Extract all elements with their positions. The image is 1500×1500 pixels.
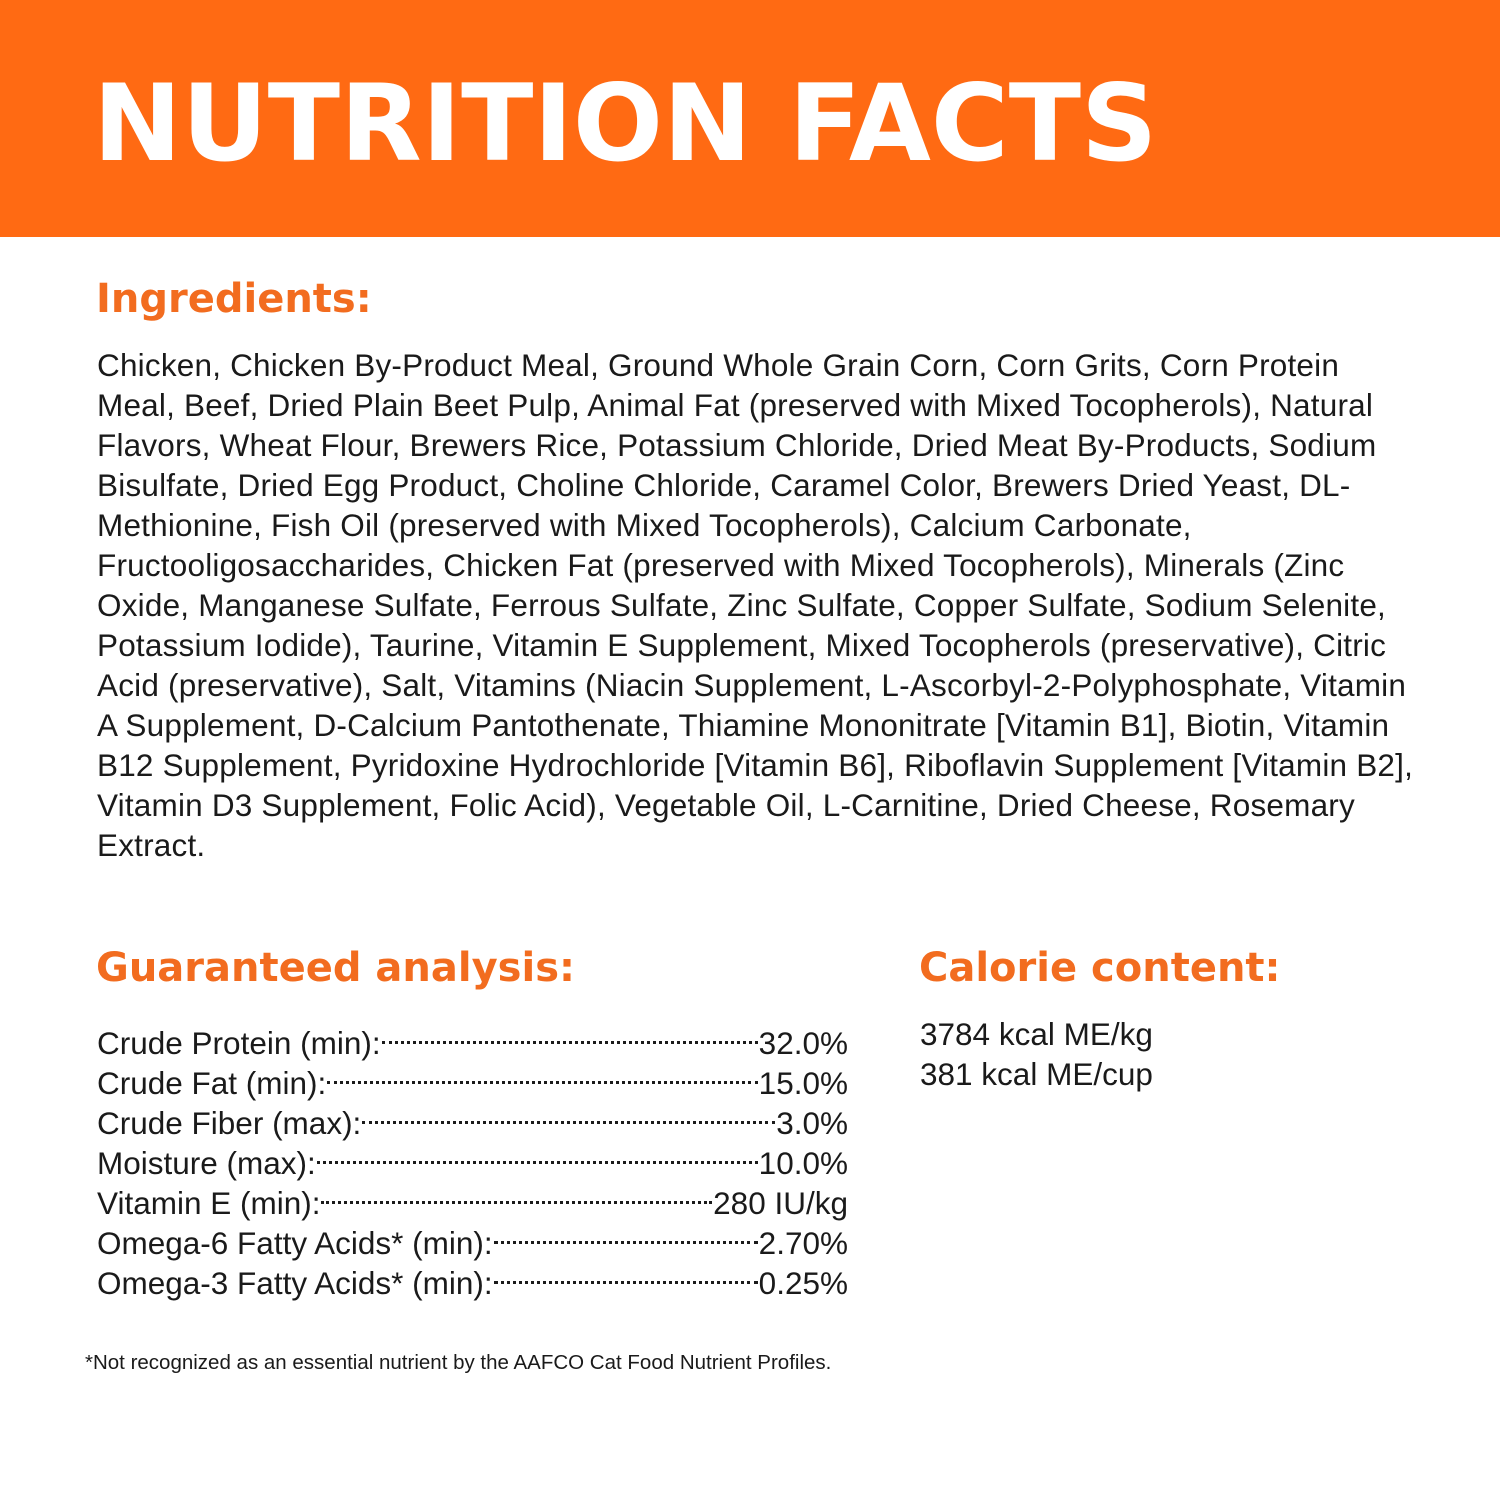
calorie-content-heading: Calorie content: <box>919 945 1281 991</box>
analysis-row-vitamin-e: Vitamin E (min): 280 IU/kg <box>97 1174 848 1221</box>
analysis-label: Crude Fat (min): <box>97 1065 327 1101</box>
analysis-row-omega-3: Omega-3 Fatty Acids* (min): 0.25% <box>97 1254 848 1301</box>
dot-leader <box>362 1094 776 1134</box>
analysis-row-crude-protein: Crude Protein (min): 32.0% <box>97 1014 848 1061</box>
dot-leader <box>316 1134 758 1174</box>
analysis-value: 280 IU/kg <box>713 1185 848 1221</box>
calorie-line-per-kg: 3784 kcal ME/kg <box>920 1016 1153 1052</box>
guaranteed-analysis-list: Crude Protein (min): 32.0% Crude Fat (mi… <box>97 1014 848 1301</box>
analysis-label: Crude Fiber (max): <box>97 1105 362 1141</box>
footnote: *Not recognized as an essential nutrient… <box>85 1351 832 1374</box>
analysis-value: 32.0% <box>758 1025 848 1061</box>
analysis-label: Omega-3 Fatty Acids* (min): <box>97 1265 493 1301</box>
ingredients-text: Chicken, Chicken By-Product Meal, Ground… <box>97 347 1414 863</box>
dot-leader <box>321 1174 712 1214</box>
analysis-value: 10.0% <box>758 1145 848 1181</box>
analysis-row-crude-fiber: Crude Fiber (max): 3.0% <box>97 1094 848 1141</box>
title-banner: NUTRITION FACTS <box>0 0 1500 237</box>
analysis-label: Moisture (max): <box>97 1145 316 1181</box>
calorie-line-per-cup: 381 kcal ME/cup <box>920 1056 1153 1092</box>
analysis-value: 2.70% <box>758 1225 848 1261</box>
analysis-label: Vitamin E (min): <box>97 1185 321 1221</box>
dot-leader <box>327 1054 758 1094</box>
calorie-content-list: 3784 kcal ME/kg 381 kcal ME/cup <box>920 1014 1153 1094</box>
analysis-row-omega-6: Omega-6 Fatty Acids* (min): 2.70% <box>97 1214 848 1261</box>
analysis-value: 15.0% <box>758 1065 848 1101</box>
analysis-label: Omega-6 Fatty Acids* (min): <box>97 1225 493 1261</box>
dot-leader <box>493 1254 758 1294</box>
analysis-row-moisture: Moisture (max): 10.0% <box>97 1134 848 1181</box>
dot-leader <box>493 1214 758 1254</box>
ingredients-heading: Ingredients: <box>96 276 372 322</box>
analysis-label: Crude Protein (min): <box>97 1025 381 1061</box>
analysis-value: 3.0% <box>776 1105 848 1141</box>
dot-leader <box>381 1014 758 1054</box>
analysis-row-crude-fat: Crude Fat (min): 15.0% <box>97 1054 848 1101</box>
analysis-value: 0.25% <box>758 1265 848 1301</box>
page-title: NUTRITION FACTS <box>93 62 1158 185</box>
guaranteed-analysis-heading: Guaranteed analysis: <box>96 945 576 991</box>
